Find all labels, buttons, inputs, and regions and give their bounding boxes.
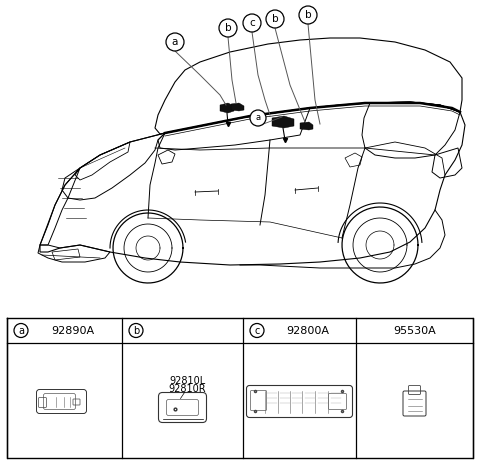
Circle shape — [299, 6, 317, 24]
Text: 92810R: 92810R — [168, 383, 206, 394]
Text: b: b — [133, 326, 139, 335]
Text: b: b — [225, 23, 231, 33]
Circle shape — [129, 323, 143, 338]
Circle shape — [250, 110, 266, 126]
Text: c: c — [249, 18, 255, 28]
Circle shape — [14, 323, 28, 338]
Text: b: b — [305, 10, 312, 20]
Circle shape — [219, 19, 237, 37]
Polygon shape — [220, 103, 234, 113]
Text: 92810L: 92810L — [169, 376, 205, 385]
Text: a: a — [18, 326, 24, 335]
Circle shape — [166, 33, 184, 51]
Text: a: a — [172, 37, 178, 47]
Text: b: b — [272, 14, 278, 24]
Polygon shape — [272, 116, 294, 128]
Text: 95530A: 95530A — [393, 326, 436, 335]
Circle shape — [250, 323, 264, 338]
Polygon shape — [231, 103, 244, 111]
Circle shape — [243, 14, 261, 32]
Text: 92890A: 92890A — [51, 326, 94, 335]
Text: c: c — [254, 326, 260, 335]
Polygon shape — [300, 122, 313, 130]
Circle shape — [266, 10, 284, 28]
Text: 92800A: 92800A — [286, 326, 329, 335]
Text: a: a — [255, 114, 261, 122]
